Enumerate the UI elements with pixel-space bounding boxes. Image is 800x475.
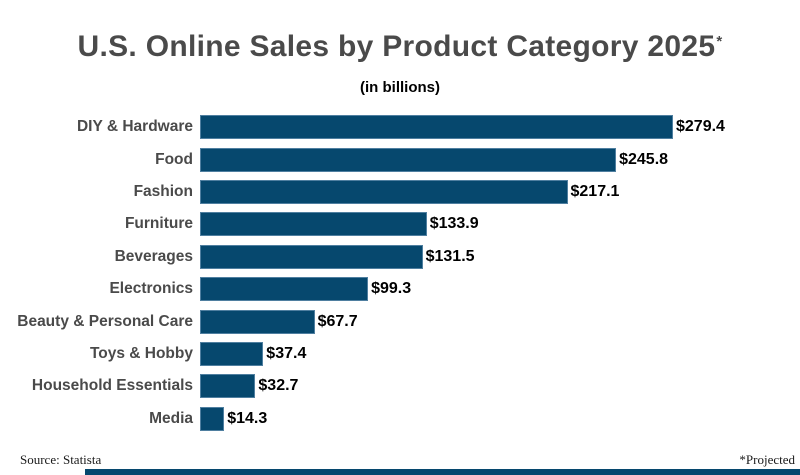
- bar: [200, 277, 369, 302]
- bottom-accent-bar: [85, 469, 800, 475]
- value-label: $37.4: [266, 344, 307, 362]
- value-label: $67.7: [317, 312, 358, 330]
- title-asterisk: *: [716, 33, 723, 50]
- bar: [200, 309, 315, 334]
- bar-row: Fashion $217.1: [0, 176, 800, 208]
- value-label: $133.9: [429, 215, 479, 233]
- category-label: Beverages: [114, 247, 193, 265]
- bar: [200, 406, 225, 431]
- category-label: Fashion: [133, 182, 193, 200]
- bar: [200, 341, 264, 366]
- bar-row: Beauty & Personal Care $67.7: [0, 305, 800, 337]
- source-note: Source: Statista: [20, 452, 102, 467]
- category-label: Electronics: [109, 280, 193, 298]
- bar-row: Food $245.8: [0, 143, 800, 175]
- value-label: $245.8: [619, 150, 669, 168]
- value-label: $14.3: [227, 409, 268, 427]
- chart-title: U.S. Online Sales by Product Category 20…: [0, 30, 800, 64]
- category-label: Furniture: [124, 215, 193, 233]
- category-label: Beauty & Personal Care: [17, 312, 193, 330]
- bar-row: Toys & Hobby $37.4: [0, 338, 800, 370]
- category-label: Media: [149, 409, 193, 427]
- bar-row: Furniture $133.9: [0, 208, 800, 240]
- category-label: Food: [155, 150, 193, 168]
- bar-row: DIY & Hardware $279.4: [0, 111, 800, 143]
- bar: [200, 115, 673, 140]
- bar-row: Electronics $99.3: [0, 273, 800, 305]
- bar-row: Beverages $131.5: [0, 241, 800, 273]
- value-label: $99.3: [371, 280, 412, 298]
- value-label: $217.1: [570, 182, 620, 200]
- bar-chart: DIY & Hardware $279.4 Food $245.8 Fashion $21…: [0, 111, 800, 435]
- bar: [200, 374, 256, 399]
- chart-subtitle: (in billions): [360, 79, 440, 96]
- bar-row: Media $14.3: [0, 403, 800, 435]
- chart-title-text: U.S. Online Sales by Product Category 20…: [77, 30, 716, 63]
- value-label: $279.4: [676, 118, 725, 136]
- category-label: Toys & Hobby: [89, 344, 193, 362]
- value-label: $131.5: [425, 247, 475, 265]
- bar: [200, 179, 568, 204]
- bar-row: Household Essentials $32.7: [0, 370, 800, 402]
- projected-note: *Projected: [739, 452, 795, 467]
- category-label: Household Essentials: [31, 377, 193, 395]
- value-label: $32.7: [258, 377, 299, 395]
- bar: [200, 147, 617, 172]
- bar: [200, 244, 423, 269]
- category-label: DIY & Hardware: [76, 118, 193, 136]
- bar: [200, 212, 427, 237]
